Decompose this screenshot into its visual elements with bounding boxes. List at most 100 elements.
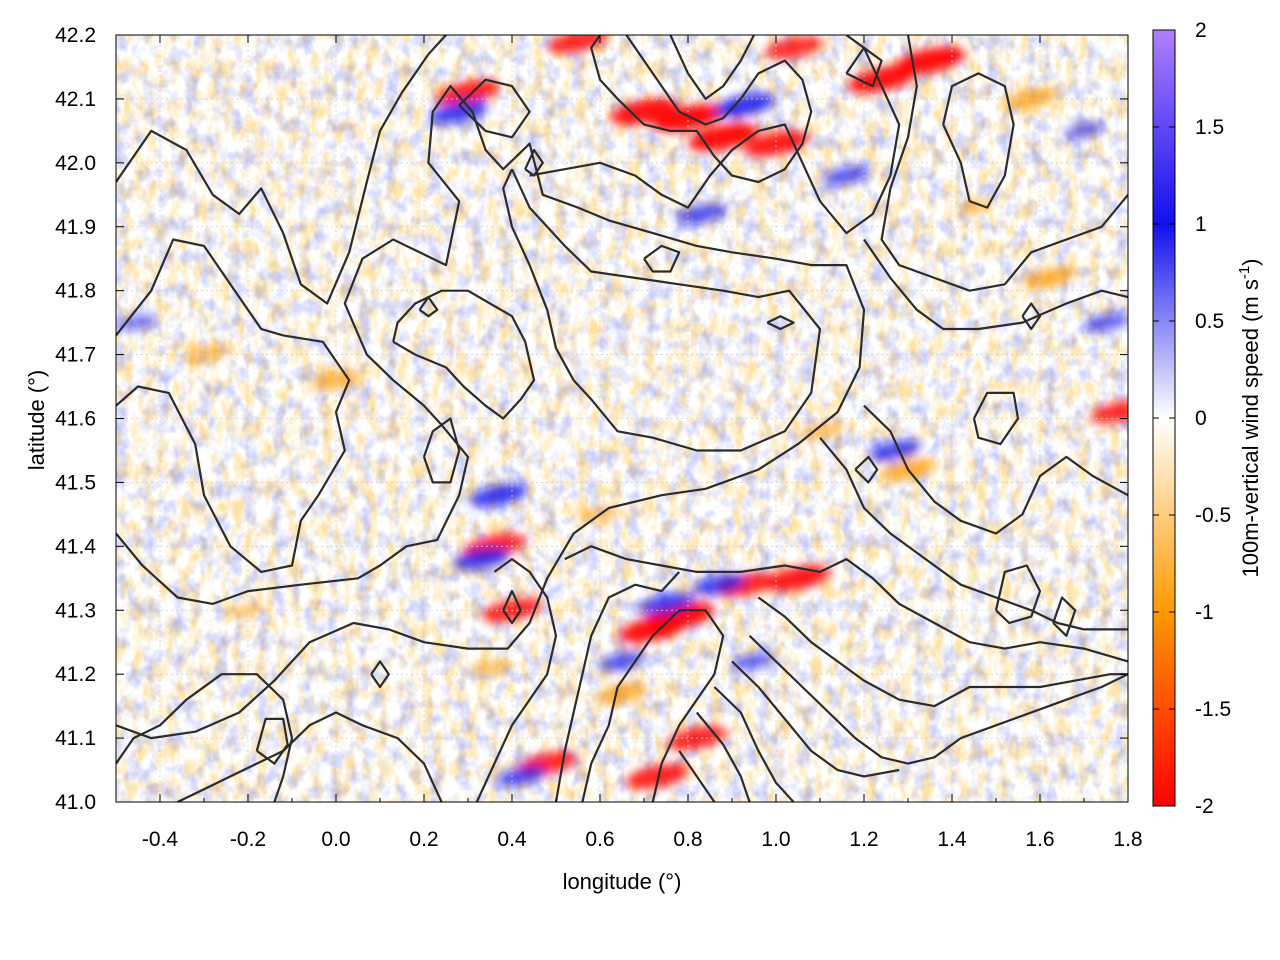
x-tick-label: 0.0 [321, 828, 350, 851]
heatmap-hotspot [1022, 266, 1076, 289]
x-tick-label: -0.4 [142, 828, 179, 851]
heatmap-hotspot [609, 98, 679, 126]
contour-line [678, 750, 716, 802]
contour-line [590, 35, 813, 184]
colorbar-tick-label: -0.5 [1195, 504, 1231, 527]
contour-line [116, 35, 447, 305]
heatmap-hotspots [119, 35, 1128, 790]
contour-line [418, 296, 439, 318]
y-tick-label: 41.9 [55, 216, 96, 239]
x-tick-label: 0.4 [497, 828, 527, 851]
y-tick-label: 41.4 [55, 535, 96, 558]
colorbar-tick-label: 0.5 [1195, 310, 1224, 333]
contour-line [581, 609, 725, 802]
contour-line [766, 315, 795, 331]
grid [116, 35, 1128, 802]
heatmap-hotspot [1083, 313, 1128, 333]
contour-line [177, 711, 443, 802]
colorbar-title-superscript: -1 [1236, 266, 1253, 279]
x-tick-label: -0.2 [230, 828, 266, 851]
heatmap-hotspot [453, 547, 509, 571]
y-tick-label: 42.1 [55, 88, 96, 111]
x-tick-label: 1.4 [937, 828, 967, 851]
contour-line [863, 404, 1128, 535]
contour-line [863, 238, 1128, 331]
x-tick-label: 1.0 [761, 828, 790, 851]
x-tick-label: 0.6 [585, 828, 614, 851]
contour-line [994, 564, 1042, 625]
heatmap-hotspot [955, 199, 993, 216]
contour-line [422, 417, 461, 484]
contour-line [502, 168, 822, 452]
contour-line [1052, 596, 1077, 637]
y-tick-label: 41.7 [55, 344, 96, 367]
x-tick-label: 1.2 [849, 828, 878, 851]
contour-line [370, 660, 390, 689]
heatmap-hotspot [764, 36, 823, 60]
heatmap-hotspot [469, 483, 528, 507]
colorbar-title: 100m-vertical wind speed (m s-1) [1236, 258, 1263, 577]
colorbar-tick-label: 1 [1195, 213, 1207, 236]
contour-line [731, 660, 900, 778]
colorbar-tick-label: -1 [1195, 601, 1214, 624]
contour-line [564, 545, 1128, 663]
x-tick-label: 1.6 [1025, 828, 1054, 851]
heatmap-hotspot [732, 652, 776, 671]
y-tick-label: 41.3 [55, 599, 96, 622]
contour-line [524, 148, 544, 177]
heatmap-hotspot [676, 203, 727, 225]
contour-line [116, 84, 866, 740]
contour-line [757, 596, 1128, 708]
colorbar-tick-label: -2 [1195, 795, 1214, 818]
heatmap-hotspot [618, 615, 687, 643]
colorbar-title-main: 100m-vertical wind speed (m s [1238, 279, 1263, 577]
heatmap-field [116, 35, 1128, 802]
contour-line [669, 35, 755, 101]
x-axis-title: longitude (°) [563, 869, 682, 894]
colorbar-title-close: ) [1238, 258, 1263, 265]
y-tick-label: 41.8 [55, 280, 96, 303]
y-tick-label: 41.5 [55, 471, 96, 494]
colorbar-tick-label: 1.5 [1195, 116, 1224, 139]
heatmap-hotspot [495, 765, 546, 787]
y-axis-title: latitude (°) [24, 370, 49, 471]
heatmap-hotspot [598, 651, 646, 672]
contour-line [116, 673, 294, 802]
y-axis: 41.0 41.1 41.2 41.3 41.4 41.5 41.6 41.7 41.8 41.9… [55, 24, 1128, 814]
heatmap-hotspot [692, 573, 746, 596]
contour-line [554, 571, 681, 802]
colorbar-tick-label: 2 [1195, 19, 1207, 42]
contour-line [942, 72, 1015, 209]
plot-area: -0.4 -0.2 0.0 0.2 0.4 0.6 0.8 1.0 1.2 1.4 1.6 1.8 4… [24, 24, 1143, 894]
heatmap-hotspot [743, 130, 809, 157]
contour-line [880, 35, 1128, 292]
contour-line [819, 436, 1128, 631]
y-tick-label: 41.6 [55, 408, 96, 431]
contour-line [116, 238, 351, 574]
contour-line [529, 35, 901, 235]
contour-line [695, 711, 751, 802]
colorbar: 2 1.5 1 0.5 0 -0.5 -1 -1.5 -2 100m-vertical wind… [1152, 19, 1263, 818]
x-tick-label: 0.2 [409, 828, 438, 851]
heatmap-hotspot [1063, 122, 1105, 140]
x-tick-label: 0.8 [673, 828, 702, 851]
x-axis: -0.4 -0.2 0.0 0.2 0.4 0.6 0.8 1.0 1.2 1.4 1.6 1.8 [115, 35, 1143, 851]
heatmap-hotspot [847, 66, 916, 94]
contour-line [502, 589, 522, 625]
heatmap-hotspot [182, 345, 226, 364]
heatmap-hotspot [595, 682, 649, 705]
contour-line [713, 686, 795, 802]
heatmap-hotspot [868, 439, 922, 462]
y-tick-label: 41.1 [55, 727, 96, 750]
terrain-contours [116, 35, 1128, 802]
contour-line [854, 455, 879, 484]
contour-line [748, 635, 1128, 765]
heatmap-hotspot [1090, 400, 1128, 424]
colorbar-ticks: 2 1.5 1 0.5 0 -0.5 -1 -1.5 -2 [1153, 19, 1231, 818]
heatmap-hotspot [625, 763, 689, 790]
contour-line [255, 717, 289, 765]
y-tick-label: 41.2 [55, 663, 96, 686]
y-tick-label: 42.0 [55, 152, 96, 175]
y-tick-label: 41.0 [55, 791, 96, 814]
